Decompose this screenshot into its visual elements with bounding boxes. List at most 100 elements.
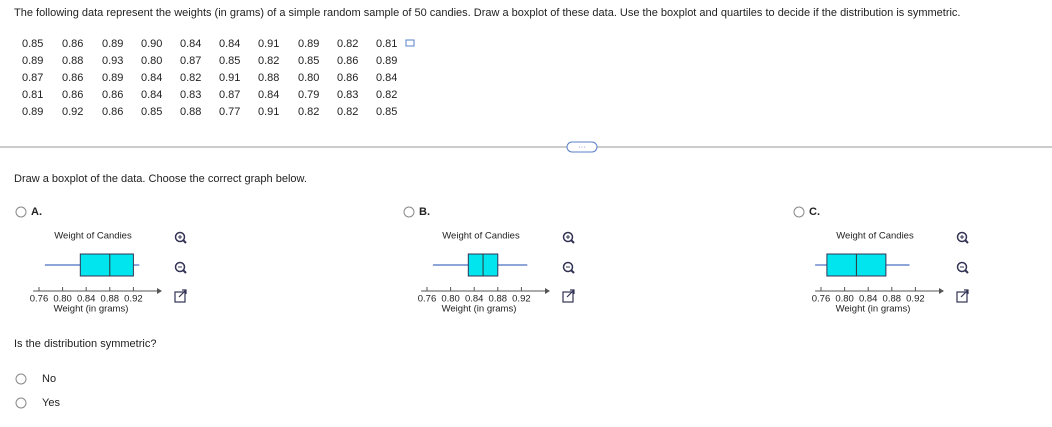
question: The following data represent the weights…: [14, 7, 960, 19]
table-cell: 0.85: [141, 106, 162, 118]
table-cell: 0.88: [180, 106, 201, 118]
chart-title: Weight of Candies: [836, 231, 914, 242]
x-tick-label: 0.80: [441, 294, 460, 305]
zoom-handle: [570, 269, 575, 274]
table-cell: 0.80: [141, 55, 162, 67]
table-cell: 0.83: [337, 89, 358, 101]
table-cell: 0.92: [62, 106, 83, 118]
table-cell: 0.83: [180, 89, 201, 101]
table-cell: 0.86: [62, 89, 83, 101]
zoom-handle: [182, 239, 187, 244]
copy-icon[interactable]: [405, 39, 415, 47]
symmetric-question: Is the distribution symmetric?: [14, 338, 156, 350]
choice-label: Yes: [42, 397, 60, 409]
table-cell: 0.88: [258, 72, 279, 84]
table-cell: 0.85: [376, 106, 397, 118]
table-cell: 0.81: [376, 38, 397, 50]
table-cell: 0.89: [102, 72, 123, 84]
table-cell: 0.91: [258, 106, 279, 118]
table-cell: 0.84: [219, 38, 240, 50]
table-cell: 0.82: [337, 106, 358, 118]
x-axis-label: Weight (in grams): [442, 304, 517, 315]
table-cell: 0.86: [337, 55, 358, 67]
x-tick-label: 0.92: [512, 294, 531, 305]
radio-button[interactable]: [15, 397, 27, 409]
x-tick-label: 0.84: [465, 294, 484, 305]
zoom-handle: [182, 269, 187, 274]
radio-button[interactable]: [793, 206, 805, 218]
x-tick-label: 0.84: [77, 294, 96, 305]
table-cell: 0.82: [180, 72, 201, 84]
popout-arrow: [178, 289, 187, 298]
radio-button[interactable]: [15, 206, 27, 218]
table-cell: 0.91: [258, 38, 279, 50]
x-axis-label: Weight (in grams): [54, 304, 129, 315]
popout-icon[interactable]: [174, 291, 186, 303]
radio-button[interactable]: [15, 373, 27, 385]
popout-icon[interactable]: [562, 291, 574, 303]
x-tick-label: 0.80: [53, 294, 72, 305]
table-cell: 0.84: [141, 89, 162, 101]
table-cell: 0.82: [376, 89, 397, 101]
radio-button[interactable]: [403, 206, 415, 218]
table-cell: 0.89: [102, 38, 123, 50]
table-cell: 0.77: [219, 106, 240, 118]
table-cell: 0.86: [337, 72, 358, 84]
expand-dots: ···: [578, 143, 586, 152]
table-cell: 0.85: [219, 55, 240, 67]
option-letter: B.: [419, 206, 430, 218]
table-cell: 0.84: [258, 89, 279, 101]
chart-title: Weight of Candies: [442, 231, 520, 242]
choice-label: No: [42, 373, 56, 385]
table-cell: 0.81: [22, 89, 43, 101]
x-axis-label: Weight (in grams): [836, 304, 911, 315]
table-cell: 0.80: [298, 72, 319, 84]
popout-arrow: [960, 289, 969, 298]
table-cell: 0.86: [102, 89, 123, 101]
x-tick-label: 0.92: [124, 294, 143, 305]
chart-title: Weight of Candies: [54, 231, 132, 242]
table-cell: 0.93: [102, 55, 123, 67]
zoom-handle: [570, 239, 575, 244]
option-letter: A.: [31, 206, 42, 218]
table-cell: 0.84: [376, 72, 397, 84]
axis-arrow: [939, 288, 944, 294]
zoom-handle: [964, 239, 969, 244]
x-tick-label: 0.88: [101, 294, 120, 305]
x-tick-label: 0.76: [418, 294, 437, 305]
x-tick-label: 0.84: [859, 294, 878, 305]
prompt: Draw a boxplot of the data. Choose the c…: [14, 173, 307, 185]
table-cell: 0.89: [376, 55, 397, 67]
table-cell: 0.86: [102, 106, 123, 118]
table-cell: 0.79: [298, 89, 319, 101]
table-cell: 0.86: [62, 72, 83, 84]
table-cell: 0.89: [298, 38, 319, 50]
table-cell: 0.87: [180, 55, 201, 67]
table-cell: 0.91: [219, 72, 240, 84]
x-tick-label: 0.76: [30, 294, 49, 305]
popout-arrow: [566, 289, 575, 298]
option-letter: C.: [809, 206, 820, 218]
expand-button[interactable]: [566, 141, 598, 153]
table-cell: 0.88: [62, 55, 83, 67]
x-tick-label: 0.76: [812, 294, 831, 305]
table-cell: 0.89: [22, 106, 43, 118]
table-cell: 0.86: [62, 38, 83, 50]
axis-arrow: [545, 288, 550, 294]
table-cell: 0.82: [298, 106, 319, 118]
table-cell: 0.87: [22, 72, 43, 84]
table-cell: 0.85: [22, 38, 43, 50]
axis-arrow: [157, 288, 162, 294]
box: [79, 253, 134, 277]
table-cell: 0.84: [180, 38, 201, 50]
table-cell: 0.84: [141, 72, 162, 84]
x-tick-label: 0.88: [489, 294, 508, 305]
x-tick-label: 0.92: [906, 294, 925, 305]
popout-icon[interactable]: [956, 291, 968, 303]
table-cell: 0.82: [337, 38, 358, 50]
table-cell: 0.87: [219, 89, 240, 101]
table-cell: 0.82: [258, 55, 279, 67]
x-tick-label: 0.88: [883, 294, 902, 305]
zoom-handle: [964, 269, 969, 274]
table-cell: 0.89: [22, 55, 43, 67]
